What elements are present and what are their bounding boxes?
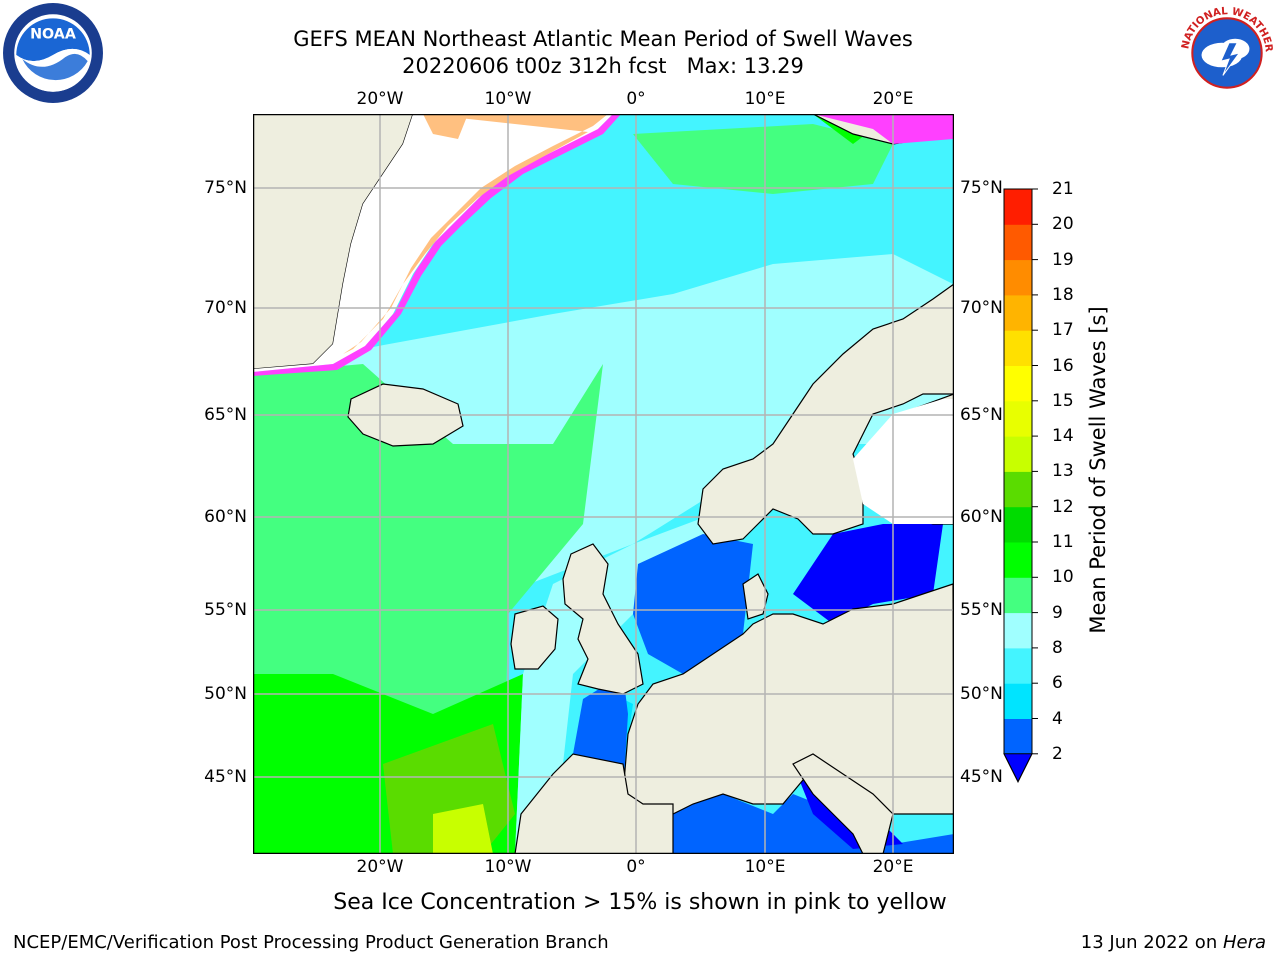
colorbar-segment (1004, 577, 1032, 614)
swell-period-map (253, 114, 954, 854)
colorbar-extend-triangle (1003, 753, 1033, 783)
colorbar-tick-label: 9 (1052, 602, 1063, 623)
lat-label-right: 65°N (960, 405, 1003, 425)
colorbar-segment (1004, 365, 1032, 402)
lon-label-bottom: 10°E (744, 857, 786, 877)
colorbar-segment (1004, 294, 1032, 331)
map-frame (253, 114, 954, 854)
lat-label-left: 60°N (204, 507, 247, 527)
colorbar-segment (1004, 542, 1032, 578)
colorbar-tick-label: 15 (1052, 390, 1074, 411)
lat-label-right: 55°N (960, 600, 1003, 620)
lat-label-left: 65°N (204, 405, 247, 425)
colorbar-tick-label: 2 (1052, 743, 1063, 764)
lat-label-left: 70°N (204, 298, 247, 318)
footer-machine: Hera (1222, 932, 1266, 953)
colorbar-tick-label: 12 (1052, 496, 1074, 517)
lat-label-right: 45°N (960, 767, 1003, 787)
colorbar-tick-label: 10 (1052, 567, 1074, 588)
colorbar-tick-label: 13 (1052, 461, 1074, 482)
colorbar-segment (1004, 647, 1032, 684)
colorbar-segment (1004, 612, 1032, 649)
lon-label-top: 20°W (356, 89, 404, 109)
lat-label-right: 75°N (960, 178, 1003, 198)
graticule (253, 114, 954, 854)
colorbar-tick-label: 17 (1052, 320, 1074, 341)
colorbar-segment (1004, 330, 1032, 366)
lat-label-left: 45°N (204, 767, 247, 787)
chart-title: GEFS MEAN Northeast Atlantic Mean Period… (293, 27, 913, 51)
colorbar-tick-label: 16 (1052, 355, 1074, 376)
lon-label-bottom: 0° (626, 857, 646, 877)
noaa-logo-icon: NOAA (3, 3, 103, 103)
colorbar-segment (1004, 436, 1032, 472)
footer-branch: NCEP/EMC/Verification Post Processing Pr… (13, 932, 609, 953)
colorbar-tick-label: 18 (1052, 284, 1074, 305)
lon-label-top: 10°W (484, 89, 532, 109)
colorbar-tick-label: 11 (1052, 532, 1074, 552)
lat-label-left: 55°N (204, 600, 247, 620)
lon-label-bottom: 10°W (484, 857, 532, 877)
colorbar-tick-label: 21 (1052, 179, 1074, 199)
colorbar (1003, 188, 1038, 783)
colorbar-tick-label: 19 (1052, 249, 1074, 270)
nws-logo-icon: NATIONAL WEATHER SERVICE (1176, 2, 1277, 103)
missing-data-region-baltic (853, 399, 954, 524)
colorbar-segment (1004, 189, 1032, 225)
lat-label-right: 70°N (960, 298, 1003, 318)
footer-date-text: 13 Jun 2022 on (1080, 932, 1223, 953)
lon-label-top: 10°E (744, 89, 786, 109)
colorbar-segment (1004, 259, 1032, 296)
colorbar-segment (1004, 683, 1032, 719)
colorbar-segment (1004, 224, 1032, 261)
lon-label-bottom: 20°W (356, 857, 404, 877)
lat-label-right: 50°N (960, 684, 1003, 704)
colorbar-tick-label: 6 (1052, 673, 1063, 694)
colorbar-tick-label: 14 (1052, 426, 1074, 447)
map-panel (253, 114, 954, 854)
sea-ice-edge (253, 114, 953, 376)
colorbar-segment (1004, 506, 1032, 543)
sea-ice-note: Sea Ice Concentration > 15% is shown in … (333, 890, 947, 915)
colorbar-tick-label: 20 (1052, 214, 1074, 235)
lat-label-left: 50°N (204, 684, 247, 704)
colorbar-label: Mean Period of Swell Waves [s] (1086, 306, 1110, 634)
lon-label-top: 20°E (872, 89, 914, 109)
colorbar-outline (1003, 188, 1033, 783)
colorbar-segment (1004, 400, 1032, 437)
lon-label-bottom: 20°E (872, 857, 914, 877)
lat-label-right: 60°N (960, 507, 1003, 527)
colorbar-segment (1004, 471, 1032, 508)
colorbar-segment (1004, 718, 1032, 755)
footer-date: 13 Jun 2022 on Hera (1081, 932, 1266, 953)
lon-label-top: 0° (626, 89, 646, 109)
noaa-logo-text: NOAA (30, 27, 76, 43)
chart-subtitle: 20220606 t00z 312h fcst Max: 13.29 (402, 54, 804, 78)
colorbar-tick-label: 4 (1052, 708, 1063, 729)
lat-label-left: 75°N (204, 178, 247, 198)
colorbar-tick-label: 8 (1052, 637, 1063, 658)
